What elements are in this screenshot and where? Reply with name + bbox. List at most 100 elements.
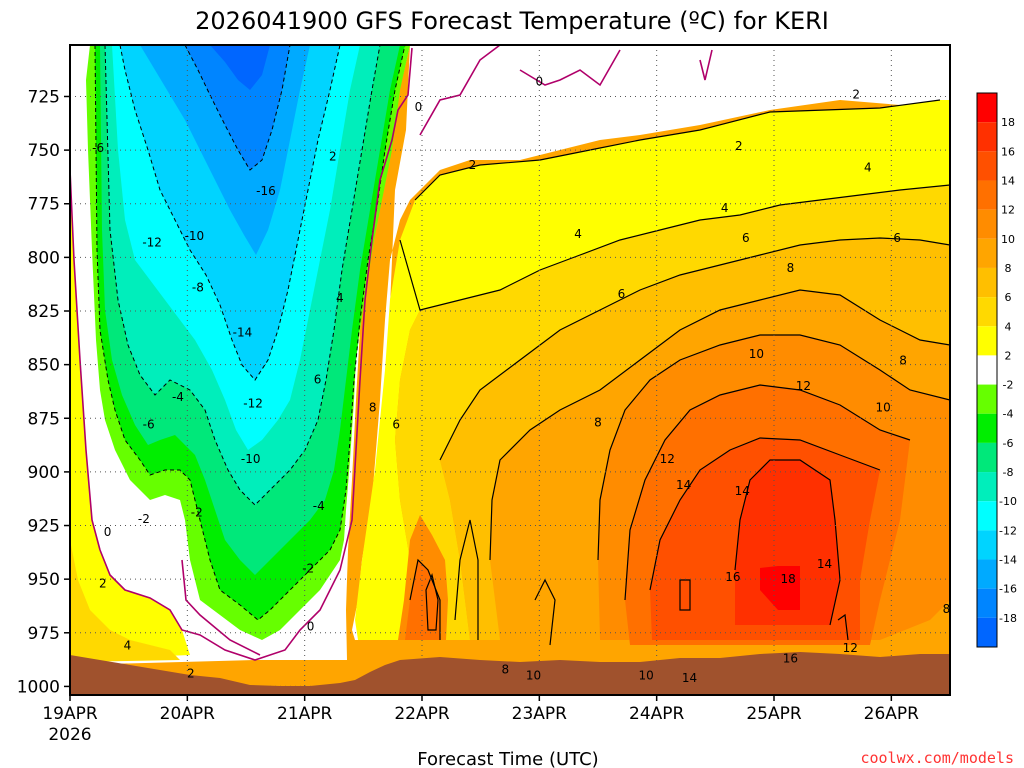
colorbar-swatch [977, 530, 997, 560]
contour-label: -12 [243, 396, 263, 410]
colorbar-label: 4 [1005, 320, 1012, 333]
colorbar-label: -18 [999, 612, 1017, 625]
contour-line-5 [624, 384, 911, 601]
contour-line-2 [439, 237, 950, 461]
contour-label: 10 [526, 669, 541, 683]
contour-label: 14 [676, 478, 691, 492]
contour-label: 14 [682, 671, 697, 685]
colorbar-label: 12 [1001, 204, 1015, 217]
freezing-line-4 [699, 49, 713, 81]
colorbar-swatch [977, 151, 997, 181]
contour-line-7 [734, 459, 841, 626]
x-tick-label: 21APR [277, 704, 333, 724]
colorbar-label: 8 [1005, 262, 1012, 275]
colorbar-label: 2 [1005, 349, 1012, 362]
colorbar-swatch [977, 588, 997, 618]
contour-label: 16 [783, 652, 798, 666]
fill-minus-2-2-low [70, 160, 255, 665]
contour-label: 6 [893, 231, 901, 245]
contour-label: 8 [787, 261, 795, 275]
y-tick-label: 975 [28, 624, 60, 644]
contour-label: 4 [574, 227, 582, 241]
freezing-line-3 [519, 49, 621, 87]
contour-label: 0 [536, 74, 544, 88]
y-tick-label: 725 [28, 87, 60, 107]
contour-label: 10 [749, 347, 764, 361]
negative-contour-2 [119, 45, 341, 381]
freezing-line-5 [181, 559, 261, 656]
grid [70, 45, 950, 695]
x-tick-label: 22APR [394, 704, 450, 724]
colorbar-swatch [977, 472, 997, 502]
contour-line-0 [414, 99, 941, 201]
contour-line-3 [489, 289, 950, 561]
colorbar-label: -10 [999, 495, 1017, 508]
x-tick-label: 26APR [864, 704, 920, 724]
colorbar-swatch [977, 501, 997, 531]
contour-label: -4 [172, 390, 184, 404]
colorbar-frame [976, 92, 998, 648]
y-tick-label: 875 [28, 409, 60, 429]
contour-label: 6 [314, 373, 322, 387]
colorbar-label: -8 [1003, 466, 1014, 479]
contour-label: 10 [875, 401, 890, 415]
contour-label: 0 [415, 100, 423, 114]
contour-label: 14 [817, 557, 832, 571]
contour-line-9 [409, 558, 441, 640]
y-tick-label: 750 [28, 141, 60, 161]
x-tick-label: 25APR [746, 704, 802, 724]
contour-label: 6 [742, 231, 750, 245]
contour-line-13 [837, 613, 849, 641]
contour-label: 8 [594, 416, 602, 430]
colorbar-swatch [977, 209, 997, 239]
contour-label: -10 [185, 229, 205, 243]
contour-label: -6 [92, 141, 104, 155]
chart-title: 2026041900 GFS Forecast Temperature (ºC)… [195, 7, 829, 35]
freezing-line-2 [419, 45, 501, 136]
colorbar-label: 18 [1001, 116, 1015, 129]
contour-label: 2 [735, 139, 743, 153]
contour-label: 2 [852, 87, 860, 101]
contour-label: 4 [721, 201, 729, 215]
colorbar-swatch [977, 617, 997, 647]
plot-frame [69, 44, 951, 696]
contour-label: 8 [501, 662, 509, 676]
contour-label: -10 [241, 452, 261, 466]
contour-label: 6 [392, 418, 400, 432]
contour-lines [94, 45, 950, 646]
colorbar-label: 6 [1005, 291, 1012, 304]
contour-label: -4 [313, 499, 325, 513]
colorbar-label: -6 [1003, 437, 1014, 450]
y-tick-label: 825 [28, 302, 60, 322]
fill-2-4 [355, 100, 950, 640]
contour-label: 2 [469, 158, 477, 172]
fill-6-8 [440, 238, 950, 640]
fill-4-6 [395, 185, 950, 640]
colorbar-label: -12 [999, 524, 1017, 537]
freezing-lines [70, 45, 713, 661]
freezing-line-1 [99, 47, 413, 661]
contour-label: -2 [302, 561, 314, 575]
contour-label: 2 [99, 576, 107, 590]
colorbar-swatch [977, 93, 997, 123]
colorbar-label: -2 [1003, 379, 1014, 392]
year-label: 2026 [48, 725, 91, 745]
y-tick-label: 775 [28, 195, 60, 215]
y-axis: 725 750 775 800 825 850 875 900 925 950 975 1000 [17, 87, 70, 697]
credit-text: coolwx.com/models [860, 749, 1014, 767]
fill-minus-16-18 [185, 45, 290, 170]
contour-label: 4 [124, 639, 132, 653]
y-tick-label: 950 [28, 570, 60, 590]
contour-line-4 [597, 334, 950, 561]
y-tick-label: 925 [28, 517, 60, 537]
contour-label: -12 [142, 235, 162, 249]
colorbar-label: -14 [999, 554, 1017, 567]
contour-label: -14 [233, 325, 253, 339]
contour-label: 12 [796, 379, 811, 393]
colorbar-label: 10 [1001, 233, 1015, 246]
contour-label: 4 [336, 291, 344, 305]
colorbar-swatch [977, 413, 997, 443]
